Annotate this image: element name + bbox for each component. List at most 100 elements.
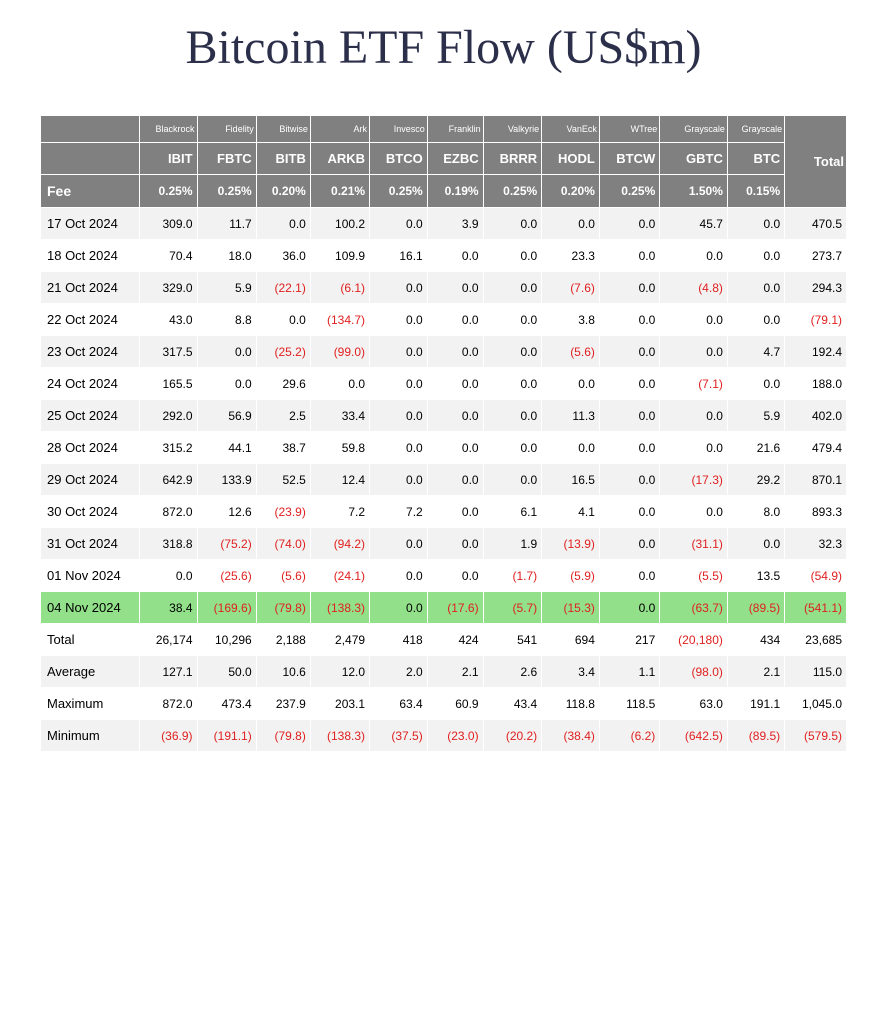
- cell-8: 0.0: [599, 560, 659, 592]
- total-header: Total: [785, 116, 847, 208]
- cell-1: 0.0: [197, 336, 256, 368]
- cell-6: 0.0: [483, 336, 542, 368]
- summary-label: Total: [41, 624, 140, 656]
- cell-7: 4.1: [542, 496, 600, 528]
- cell-10: 8.0: [727, 496, 784, 528]
- summary-cell-7: 3.4: [542, 656, 600, 688]
- ticker-btcw: BTCW: [599, 143, 659, 175]
- cell-0: 872.0: [140, 496, 198, 528]
- date-cell: 18 Oct 2024: [41, 240, 140, 272]
- cell-10: 5.9: [727, 400, 784, 432]
- cell-9: 0.0: [660, 496, 728, 528]
- cell-2: 2.5: [256, 400, 310, 432]
- summary-cell-5: (23.0): [427, 720, 483, 752]
- cell-10: 21.6: [727, 432, 784, 464]
- total-cell: 32.3: [785, 528, 847, 560]
- date-cell: 31 Oct 2024: [41, 528, 140, 560]
- cell-9: (4.8): [660, 272, 728, 304]
- cell-0: 0.0: [140, 560, 198, 592]
- cell-2: 38.7: [256, 432, 310, 464]
- date-cell: 23 Oct 2024: [41, 336, 140, 368]
- summary-cell-10: 434: [727, 624, 784, 656]
- total-cell: 294.3: [785, 272, 847, 304]
- cell-8: 0.0: [599, 272, 659, 304]
- cell-1: 11.7: [197, 208, 256, 240]
- table-row: 24 Oct 2024165.50.029.60.00.00.00.00.00.…: [41, 368, 847, 400]
- summary-total: 23,685: [785, 624, 847, 656]
- summary-cell-5: 60.9: [427, 688, 483, 720]
- cell-8: 0.0: [599, 496, 659, 528]
- summary-cell-8: 1.1: [599, 656, 659, 688]
- issuer-arkb: Ark: [310, 116, 369, 143]
- cell-0: 315.2: [140, 432, 198, 464]
- cell-9: (7.1): [660, 368, 728, 400]
- summary-cell-6: 43.4: [483, 688, 542, 720]
- ticker-arkb: ARKB: [310, 143, 369, 175]
- cell-2: (22.1): [256, 272, 310, 304]
- cell-10: 4.7: [727, 336, 784, 368]
- cell-8: 0.0: [599, 208, 659, 240]
- summary-cell-9: (98.0): [660, 656, 728, 688]
- summary-cell-0: (36.9): [140, 720, 198, 752]
- cell-1: 133.9: [197, 464, 256, 496]
- summary-cell-7: (38.4): [542, 720, 600, 752]
- cell-10: 0.0: [727, 368, 784, 400]
- table-row: 18 Oct 202470.418.036.0109.916.10.00.023…: [41, 240, 847, 272]
- cell-5: 0.0: [427, 368, 483, 400]
- cell-6: 0.0: [483, 368, 542, 400]
- cell-1: 44.1: [197, 432, 256, 464]
- cell-3: (6.1): [310, 272, 369, 304]
- cell-8: 0.0: [599, 304, 659, 336]
- ticker-header-blank: [41, 143, 140, 175]
- cell-0: 70.4: [140, 240, 198, 272]
- cell-2: (23.9): [256, 496, 310, 528]
- summary-cell-9: (642.5): [660, 720, 728, 752]
- cell-9: 0.0: [660, 336, 728, 368]
- issuer-hodl: VanEck: [542, 116, 600, 143]
- summary-cell-1: (191.1): [197, 720, 256, 752]
- table-row: 29 Oct 2024642.9133.952.512.40.00.00.016…: [41, 464, 847, 496]
- cell-9: 0.0: [660, 400, 728, 432]
- cell-6: 0.0: [483, 432, 542, 464]
- cell-5: 0.0: [427, 528, 483, 560]
- table-body: 17 Oct 2024309.011.70.0100.20.03.90.00.0…: [41, 208, 847, 752]
- cell-7: 11.3: [542, 400, 600, 432]
- summary-cell-4: (37.5): [370, 720, 428, 752]
- cell-5: 0.0: [427, 496, 483, 528]
- etf-flow-table-wrapper: BlackrockFidelityBitwiseArkInvescoFrankl…: [0, 115, 887, 772]
- cell-0: 317.5: [140, 336, 198, 368]
- summary-row-average: Average127.150.010.612.02.02.12.63.41.1(…: [41, 656, 847, 688]
- summary-cell-8: 217: [599, 624, 659, 656]
- page-title: Bitcoin ETF Flow (US$m): [0, 0, 887, 115]
- date-cell: 17 Oct 2024: [41, 208, 140, 240]
- summary-cell-3: 203.1: [310, 688, 369, 720]
- fee-brrr: 0.25%: [483, 175, 542, 208]
- cell-6: 0.0: [483, 208, 542, 240]
- cell-7: (5.9): [542, 560, 600, 592]
- summary-cell-4: 63.4: [370, 688, 428, 720]
- cell-9: (17.3): [660, 464, 728, 496]
- cell-6: 6.1: [483, 496, 542, 528]
- summary-label: Average: [41, 656, 140, 688]
- summary-row-total: Total26,17410,2962,1882,4794184245416942…: [41, 624, 847, 656]
- cell-6: 0.0: [483, 464, 542, 496]
- table-row: 04 Nov 202438.4(169.6)(79.8)(138.3)0.0(1…: [41, 592, 847, 624]
- table-row: 17 Oct 2024309.011.70.0100.20.03.90.00.0…: [41, 208, 847, 240]
- cell-5: 0.0: [427, 272, 483, 304]
- summary-cell-2: 2,188: [256, 624, 310, 656]
- table-row: 30 Oct 2024872.012.6(23.9)7.27.20.06.14.…: [41, 496, 847, 528]
- cell-8: 0.0: [599, 336, 659, 368]
- cell-8: 0.0: [599, 528, 659, 560]
- cell-10: 29.2: [727, 464, 784, 496]
- table-row: 23 Oct 2024317.50.0(25.2)(99.0)0.00.00.0…: [41, 336, 847, 368]
- total-cell: 870.1: [785, 464, 847, 496]
- table-row: 01 Nov 20240.0(25.6)(5.6)(24.1)0.00.0(1.…: [41, 560, 847, 592]
- cell-2: (25.2): [256, 336, 310, 368]
- cell-2: (79.8): [256, 592, 310, 624]
- issuer-btco: Invesco: [370, 116, 428, 143]
- date-cell: 28 Oct 2024: [41, 432, 140, 464]
- cell-3: (94.2): [310, 528, 369, 560]
- cell-4: 0.0: [370, 208, 428, 240]
- summary-cell-1: 473.4: [197, 688, 256, 720]
- cell-4: 0.0: [370, 592, 428, 624]
